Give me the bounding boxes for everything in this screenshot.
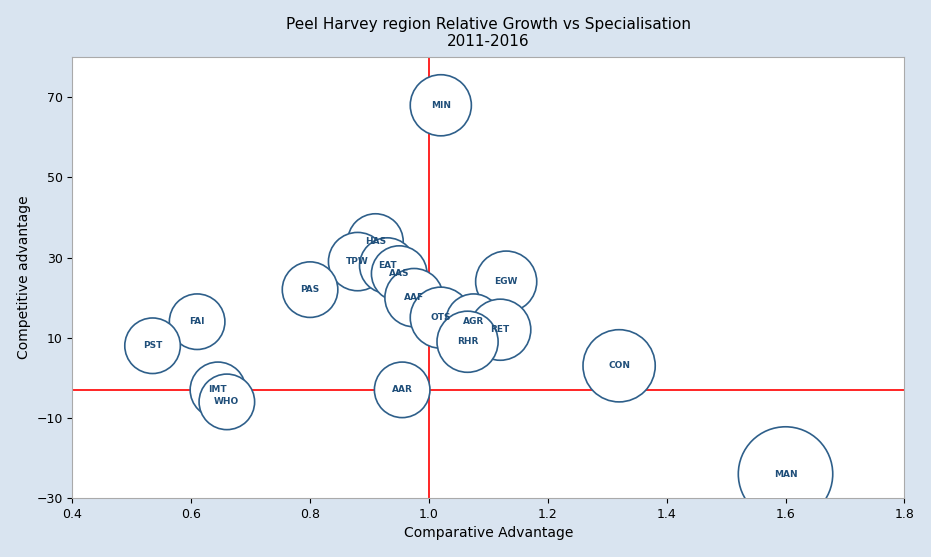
Text: MAN: MAN <box>774 470 797 478</box>
Text: EAT: EAT <box>378 261 397 270</box>
Ellipse shape <box>469 299 531 360</box>
Text: PST: PST <box>142 341 162 350</box>
Text: CON: CON <box>608 361 630 370</box>
Text: OTS: OTS <box>430 313 451 322</box>
Ellipse shape <box>282 262 338 317</box>
Ellipse shape <box>371 246 427 301</box>
Ellipse shape <box>738 427 832 521</box>
Ellipse shape <box>359 238 415 294</box>
Ellipse shape <box>411 75 471 136</box>
Text: EGW: EGW <box>494 277 518 286</box>
Ellipse shape <box>385 268 443 327</box>
Ellipse shape <box>583 330 655 402</box>
Text: MIN: MIN <box>431 101 451 110</box>
Ellipse shape <box>374 362 430 418</box>
Text: AAR: AAR <box>392 385 412 394</box>
Text: AGR: AGR <box>463 317 484 326</box>
Ellipse shape <box>437 311 498 372</box>
Text: RET: RET <box>491 325 510 334</box>
Text: RHR: RHR <box>457 337 479 346</box>
X-axis label: Comparative Advantage: Comparative Advantage <box>404 526 573 540</box>
Text: PAS: PAS <box>301 285 319 294</box>
Text: WHO: WHO <box>214 397 239 407</box>
Ellipse shape <box>411 287 471 348</box>
Text: AAS: AAS <box>389 269 410 278</box>
Text: HAS: HAS <box>365 237 386 246</box>
Text: AAF: AAF <box>404 293 425 302</box>
Ellipse shape <box>199 374 254 429</box>
Ellipse shape <box>347 214 403 270</box>
Title: Peel Harvey region Relative Growth vs Specialisation
2011-2016: Peel Harvey region Relative Growth vs Sp… <box>286 17 691 49</box>
Ellipse shape <box>476 251 537 312</box>
Text: FAI: FAI <box>189 317 205 326</box>
Ellipse shape <box>329 232 386 291</box>
Ellipse shape <box>446 294 501 349</box>
Text: TPW: TPW <box>346 257 369 266</box>
Ellipse shape <box>190 362 246 418</box>
Ellipse shape <box>169 294 225 349</box>
Y-axis label: Competitive advantage: Competitive advantage <box>17 196 31 359</box>
Ellipse shape <box>125 318 181 374</box>
Text: IMT: IMT <box>209 385 227 394</box>
